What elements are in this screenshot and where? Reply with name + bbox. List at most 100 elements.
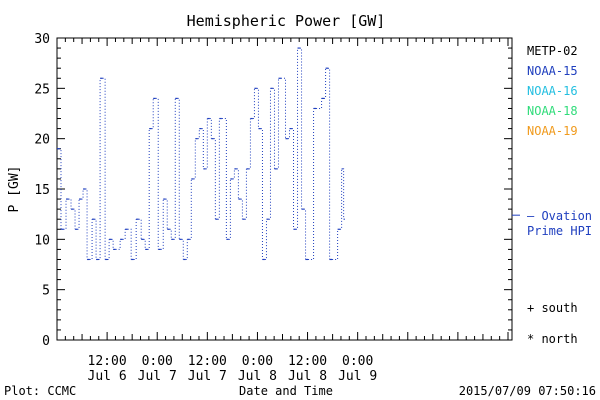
series-line-segment [260, 128, 263, 260]
x-tick-date: Jul 7 [138, 369, 177, 384]
legend-entry: NOAA-19 [527, 124, 578, 138]
y-tick-label: 15 [34, 183, 50, 198]
series-line-segment [332, 229, 339, 260]
series-line-segment [248, 118, 251, 170]
series-line-segment [276, 78, 279, 170]
series-line-segment [177, 97, 180, 240]
series-line-segment [209, 118, 212, 139]
x-tick-date: Jul 7 [188, 369, 227, 384]
series-line-segment [85, 188, 88, 260]
series-line-segment [94, 218, 97, 260]
y-axis: 0 5 10 15 20 25 30 [34, 32, 512, 349]
plot-frame [56, 37, 513, 341]
series-line-segment [327, 67, 331, 260]
series-line-segment [221, 118, 227, 240]
series-line-segment [133, 219, 137, 260]
series-line-segment [316, 98, 323, 109]
series-line-segment [303, 208, 307, 260]
series-line-segment [165, 198, 168, 230]
series-line-segment [232, 168, 235, 180]
series-noaa-15 [57, 47, 345, 261]
series-line-segment [213, 138, 216, 220]
series-line-segment [193, 138, 196, 180]
series-line-segment [236, 168, 239, 200]
y-tick-label: 0 [42, 334, 50, 349]
chart-title: Hemispheric Power [GW] [187, 12, 386, 30]
series-line-segment [155, 97, 159, 250]
series-line-segment [201, 128, 204, 169]
series-line-segment [122, 229, 126, 240]
series-line-segment [268, 88, 271, 220]
y-axis-label: P [GW] [7, 166, 22, 213]
series-line-segment [107, 239, 110, 260]
legend-entry: NOAA-16 [527, 84, 578, 98]
x-tick-time: 0:00 [142, 354, 173, 369]
north-marker-legend: * north [527, 332, 578, 346]
series-line-segment [244, 168, 247, 220]
series-line-segment [205, 118, 208, 170]
legend-entry: NOAA-15 [527, 64, 578, 78]
series-line-segment [102, 77, 106, 260]
series-line-segment [68, 198, 72, 210]
series-line-segment [115, 239, 121, 250]
series-line-segment [252, 88, 255, 120]
x-tick-time: 0:00 [342, 354, 373, 369]
series-line-segment [295, 48, 299, 230]
x-tick-date: Jul 9 [338, 369, 377, 384]
series-line-segment [185, 239, 188, 260]
ovation-label: — Ovation [527, 209, 592, 223]
series-line-segment [127, 228, 132, 260]
series-line-segment [169, 228, 172, 240]
series-line-segment [342, 168, 345, 220]
series-line-segment [264, 219, 267, 260]
series-line-segment [81, 189, 84, 200]
series-line-segment [291, 128, 295, 230]
series-line-segment [308, 108, 315, 260]
series-line-segment [59, 148, 62, 230]
series-line-segment [340, 168, 343, 230]
series-line-segment [151, 98, 154, 130]
series-line-segment [181, 238, 184, 260]
series-line-segment [77, 199, 80, 230]
series-line-segment [73, 208, 76, 230]
series-line-segment [280, 77, 287, 139]
legend-entry: METP-02 [527, 44, 578, 58]
x-tick-date: Jul 8 [238, 369, 277, 384]
x-axis-label: Date and Time [239, 384, 333, 398]
x-tick-date: Jul 8 [288, 369, 327, 384]
legend-entry: NOAA-18 [527, 104, 578, 118]
y-tick-label: 25 [34, 82, 50, 97]
south-marker-legend: + south [527, 301, 578, 315]
y-tick-label: 30 [34, 32, 50, 47]
series-line-segment [173, 98, 176, 240]
series-layer [57, 47, 345, 261]
y-tick-label: 20 [34, 133, 50, 148]
plot-credit: Plot: CCMC [4, 384, 76, 398]
x-tick-date: Jul 6 [88, 369, 127, 384]
series-line-segment [287, 128, 291, 140]
series-line-segment [138, 218, 142, 240]
series-line-segment [160, 199, 164, 250]
series-line-segment [189, 178, 192, 240]
x-tick-time: 12:00 [88, 354, 127, 369]
series-line-segment [89, 219, 93, 260]
ovation-label-sub: Prime HPI [527, 224, 592, 238]
x-tick-time: 12:00 [188, 354, 227, 369]
timestamp: 2015/07/09 07:50:16 [459, 384, 596, 398]
series-line-segment [147, 128, 150, 250]
y-tick-label: 5 [42, 284, 50, 299]
series-line-segment [143, 238, 146, 250]
x-tick-time: 12:00 [288, 354, 327, 369]
series-line-segment [299, 47, 303, 210]
series-line-segment [197, 128, 200, 140]
series-line-segment [98, 78, 101, 260]
legend: METP-02 NOAA-15 NOAA-16 NOAA-18 NOAA-19 [527, 44, 578, 138]
series-line-segment [272, 87, 275, 169]
series-line-segment [217, 118, 220, 220]
x-tick-time: 0:00 [242, 354, 273, 369]
series-line-segment [240, 198, 243, 220]
series-line-segment [256, 87, 259, 129]
series-line-segment [323, 68, 327, 99]
